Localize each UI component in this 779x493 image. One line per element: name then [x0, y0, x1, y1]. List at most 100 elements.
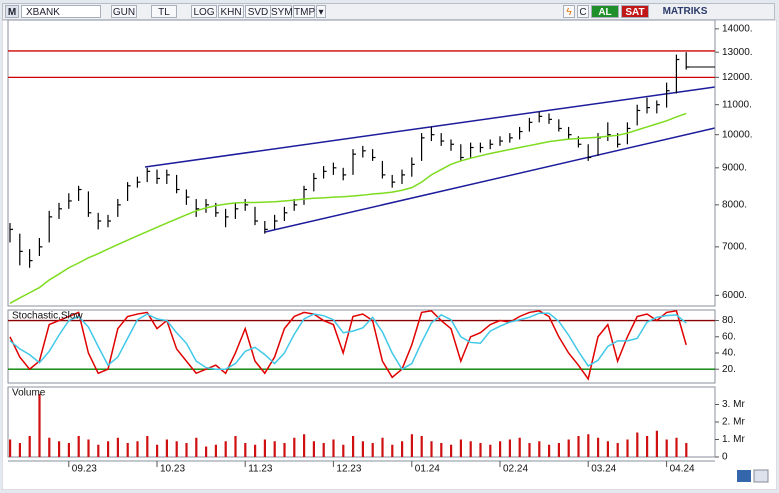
icon-button[interactable]: C: [577, 5, 589, 18]
volume-bar: [361, 441, 364, 457]
volume-bar: [489, 444, 492, 457]
volume-bar: [87, 439, 90, 457]
volume-bar: [440, 443, 443, 457]
volume-bar: [450, 444, 453, 457]
volume-bar: [665, 439, 668, 457]
toolbar-button[interactable]: SVD: [245, 5, 271, 18]
volume-bar: [626, 439, 629, 457]
toolbar-button[interactable]: TL: [151, 5, 177, 18]
volume-bar: [606, 441, 609, 457]
buy-button[interactable]: AL: [591, 5, 619, 18]
volume-bar: [675, 437, 678, 457]
volume-bar: [97, 444, 100, 457]
volume-bar: [430, 441, 433, 457]
volume-bar: [136, 441, 139, 457]
symbol-box[interactable]: XBANK: [21, 5, 101, 18]
x-tick-label: 03.24: [591, 464, 616, 475]
volume-bar: [9, 439, 12, 457]
x-tick-label: 11.23: [248, 464, 273, 475]
volume-bar: [293, 437, 296, 457]
volume-bar: [685, 443, 688, 457]
volume-bar: [77, 436, 80, 457]
volume-bar: [165, 439, 168, 457]
volume-bar: [214, 444, 217, 457]
volume-bar: [244, 443, 247, 457]
y-tick-label: 80.: [722, 315, 736, 326]
volume-bar: [332, 439, 335, 457]
volume-bar: [587, 434, 590, 457]
y-tick-label: 2. Mr: [722, 417, 745, 428]
volume-bar: [646, 436, 649, 457]
volume-bar: [352, 436, 355, 457]
volume-bar: [577, 436, 580, 457]
volume-bar: [548, 444, 551, 457]
volume-bar: [391, 444, 394, 457]
y-tick-label: 13000.: [722, 47, 753, 58]
volume-bar: [28, 436, 31, 457]
volume-bar: [175, 441, 178, 457]
sell-button[interactable]: SAT: [621, 5, 649, 18]
volume-bar: [273, 441, 276, 457]
volume-bar: [234, 436, 237, 457]
volume-bar: [469, 441, 472, 457]
volume-bar: [146, 436, 149, 457]
volume-bar: [459, 439, 462, 457]
x-tick-label: 12.23: [336, 464, 361, 475]
indicator-line: [9, 309, 687, 381]
y-tick-label: 40.: [722, 348, 736, 359]
panel-title: Stochastic,Slow: [12, 311, 83, 322]
x-tick-label: 01.24: [415, 464, 440, 475]
x-tick-label: 02.24: [503, 464, 528, 475]
y-tick-label: 12000.: [722, 72, 753, 83]
toolbar-button[interactable]: SYM: [270, 5, 293, 18]
volume-bar: [38, 394, 41, 457]
volume-bar: [18, 443, 21, 457]
volume-bar: [538, 441, 541, 457]
volume-bar: [371, 443, 374, 457]
volume-bar: [126, 443, 129, 457]
toolbar-button[interactable]: TMP: [293, 5, 316, 18]
y-tick-label: 20.: [722, 364, 736, 375]
icon-button[interactable]: ϟ: [563, 5, 575, 18]
panel-title: Volume: [12, 388, 46, 399]
y-tick-label: 7000.: [722, 241, 747, 252]
icon-button[interactable]: [753, 469, 769, 483]
volume-bar: [557, 443, 560, 457]
volume-bar: [107, 441, 110, 457]
y-tick-label: 3. Mr: [722, 399, 745, 410]
toolbar-button[interactable]: KHN: [218, 5, 244, 18]
volume-bar: [322, 443, 325, 457]
volume-bar: [303, 434, 306, 457]
toolbar: M XBANK GUN TL LOG KHN SVD SYM TMP ▾ ϟ C…: [2, 3, 775, 20]
volume-bar: [479, 443, 482, 457]
brand: MATRIKS: [662, 6, 708, 17]
icon-button[interactable]: [737, 470, 751, 482]
volume-bar: [410, 434, 413, 457]
moving-average: [9, 112, 687, 304]
toolbar-button[interactable]: LOG: [191, 5, 217, 18]
x-tick-label: 10.23: [160, 464, 185, 475]
y-tick-label: 14000.: [722, 24, 753, 35]
y-tick-label: 60.: [722, 331, 736, 342]
volume-bar: [342, 444, 345, 457]
volume-bar: [254, 444, 257, 457]
y-tick-label: 9000.: [722, 162, 747, 173]
volume-bar: [156, 444, 159, 457]
y-tick-label: 8000.: [722, 200, 747, 211]
volume-bar: [420, 436, 423, 457]
volume-bar: [283, 443, 286, 457]
y-tick-label: 10000.: [722, 129, 753, 140]
volume-bar: [48, 437, 51, 457]
volume-bar: [116, 437, 119, 457]
y-tick-label: 6000.: [722, 290, 747, 301]
dropdown[interactable]: ▾: [316, 5, 326, 18]
panel-frame: [7, 309, 716, 384]
trend-line: [264, 127, 716, 233]
toolbar-button[interactable]: GUN: [111, 5, 137, 18]
volume-bar: [518, 437, 521, 457]
volume-bar: [499, 441, 502, 457]
logo[interactable]: M: [5, 5, 19, 18]
volume-bar: [224, 441, 227, 457]
volume-bar: [636, 432, 639, 457]
